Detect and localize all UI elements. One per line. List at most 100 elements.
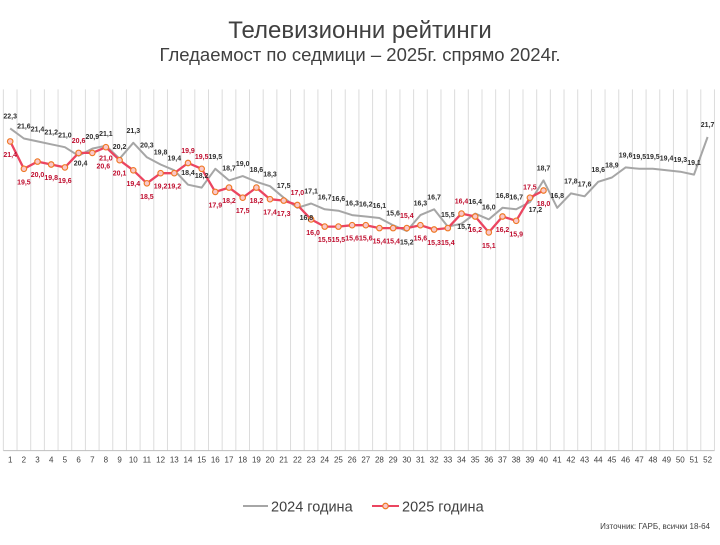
svg-text:17,8: 17,8 bbox=[564, 179, 578, 186]
svg-text:18,6: 18,6 bbox=[591, 167, 605, 174]
svg-text:41: 41 bbox=[553, 456, 562, 465]
svg-text:16: 16 bbox=[211, 456, 220, 465]
svg-text:18,2: 18,2 bbox=[250, 198, 264, 205]
svg-text:8: 8 bbox=[104, 456, 109, 465]
svg-text:17,9: 17,9 bbox=[208, 202, 222, 209]
svg-text:37: 37 bbox=[498, 456, 507, 465]
svg-text:15,6: 15,6 bbox=[414, 236, 428, 243]
svg-text:16,3: 16,3 bbox=[345, 200, 359, 207]
svg-text:18,9: 18,9 bbox=[605, 163, 619, 170]
svg-text:20,3: 20,3 bbox=[140, 143, 154, 150]
svg-text:38: 38 bbox=[512, 456, 521, 465]
svg-text:21,1: 21,1 bbox=[99, 131, 113, 138]
svg-text:45: 45 bbox=[607, 456, 616, 465]
svg-text:19,4: 19,4 bbox=[167, 156, 181, 163]
svg-text:21,4: 21,4 bbox=[31, 127, 45, 134]
svg-text:20,0: 20,0 bbox=[31, 172, 45, 179]
svg-text:22: 22 bbox=[293, 456, 302, 465]
svg-text:40: 40 bbox=[539, 456, 548, 465]
svg-text:10: 10 bbox=[129, 456, 138, 465]
svg-text:20: 20 bbox=[266, 456, 275, 465]
svg-text:4: 4 bbox=[49, 456, 54, 465]
svg-text:22,3: 22,3 bbox=[3, 114, 17, 121]
svg-text:15,4: 15,4 bbox=[386, 239, 400, 246]
svg-text:42: 42 bbox=[566, 456, 575, 465]
svg-text:16,8: 16,8 bbox=[496, 193, 510, 200]
svg-text:30: 30 bbox=[402, 456, 411, 465]
svg-text:43: 43 bbox=[580, 456, 589, 465]
svg-text:2024 година: 2024 година bbox=[271, 500, 354, 516]
svg-text:Източник: ГАРБ, всички 18-64: Източник: ГАРБ, всички 18-64 bbox=[600, 522, 710, 531]
svg-text:23: 23 bbox=[307, 456, 316, 465]
svg-text:Гледаемост по седмици – 2025г.: Гледаемост по седмици – 2025г. спрямо 20… bbox=[159, 44, 560, 65]
svg-text:15,2: 15,2 bbox=[400, 240, 414, 247]
svg-text:19,2: 19,2 bbox=[167, 184, 181, 191]
svg-text:15,9: 15,9 bbox=[509, 231, 523, 238]
svg-text:16,7: 16,7 bbox=[318, 195, 332, 202]
svg-text:16,0: 16,0 bbox=[482, 205, 496, 212]
svg-text:16,8: 16,8 bbox=[550, 193, 564, 200]
svg-text:18,7: 18,7 bbox=[537, 166, 551, 173]
svg-text:15,5: 15,5 bbox=[332, 237, 346, 244]
svg-text:16,1: 16,1 bbox=[373, 203, 387, 210]
svg-text:16,7: 16,7 bbox=[509, 195, 523, 202]
svg-text:24: 24 bbox=[320, 456, 329, 465]
svg-text:44: 44 bbox=[594, 456, 603, 465]
svg-text:19,5: 19,5 bbox=[646, 154, 660, 161]
svg-text:20,6: 20,6 bbox=[96, 163, 110, 170]
svg-text:21,3: 21,3 bbox=[126, 128, 140, 135]
svg-text:47: 47 bbox=[635, 456, 644, 465]
svg-text:19,5: 19,5 bbox=[17, 179, 31, 186]
svg-text:16,3: 16,3 bbox=[414, 200, 428, 207]
svg-text:17,0: 17,0 bbox=[291, 190, 305, 197]
svg-text:50: 50 bbox=[676, 456, 685, 465]
svg-text:12: 12 bbox=[156, 456, 165, 465]
svg-text:16,2: 16,2 bbox=[468, 227, 482, 234]
svg-text:19,8: 19,8 bbox=[154, 150, 168, 157]
svg-text:13: 13 bbox=[170, 456, 179, 465]
svg-text:35: 35 bbox=[471, 456, 480, 465]
svg-text:21,0: 21,0 bbox=[58, 132, 72, 139]
svg-text:19,6: 19,6 bbox=[58, 178, 72, 185]
svg-text:27: 27 bbox=[361, 456, 370, 465]
svg-text:39: 39 bbox=[525, 456, 534, 465]
svg-text:18,3: 18,3 bbox=[263, 171, 277, 178]
svg-text:19,0: 19,0 bbox=[236, 161, 250, 168]
svg-text:19,5: 19,5 bbox=[632, 154, 646, 161]
svg-text:19,4: 19,4 bbox=[660, 156, 674, 163]
svg-text:21,0: 21,0 bbox=[99, 156, 113, 163]
svg-text:17,5: 17,5 bbox=[236, 208, 250, 215]
svg-text:20,4: 20,4 bbox=[74, 161, 88, 168]
svg-text:19,5: 19,5 bbox=[208, 154, 222, 161]
svg-text:28: 28 bbox=[375, 456, 384, 465]
svg-text:20,9: 20,9 bbox=[85, 134, 99, 141]
svg-text:15,7: 15,7 bbox=[457, 224, 471, 231]
svg-text:Телевизионни рейтинги: Телевизионни рейтинги bbox=[228, 17, 492, 44]
svg-text:20,1: 20,1 bbox=[113, 171, 127, 178]
svg-text:16,0: 16,0 bbox=[306, 230, 320, 237]
svg-text:17: 17 bbox=[225, 456, 234, 465]
svg-text:2: 2 bbox=[22, 456, 27, 465]
svg-text:20,6: 20,6 bbox=[72, 138, 86, 145]
svg-text:15,4: 15,4 bbox=[373, 239, 387, 246]
svg-text:18,4: 18,4 bbox=[181, 170, 195, 177]
svg-text:21,6: 21,6 bbox=[17, 124, 31, 131]
svg-text:17,4: 17,4 bbox=[263, 210, 277, 217]
svg-text:18,0: 18,0 bbox=[537, 201, 551, 208]
svg-text:19,4: 19,4 bbox=[126, 181, 140, 188]
svg-text:2025 година: 2025 година bbox=[402, 500, 485, 516]
svg-text:15,6: 15,6 bbox=[345, 236, 359, 243]
svg-text:17,1: 17,1 bbox=[304, 189, 318, 196]
svg-text:14: 14 bbox=[184, 456, 193, 465]
svg-text:19,9: 19,9 bbox=[181, 148, 195, 155]
svg-text:18,2: 18,2 bbox=[222, 198, 236, 205]
svg-text:15,1: 15,1 bbox=[482, 243, 496, 250]
svg-text:17,3: 17,3 bbox=[277, 211, 291, 218]
svg-text:19,5: 19,5 bbox=[195, 154, 209, 161]
svg-text:29: 29 bbox=[389, 456, 398, 465]
svg-text:33: 33 bbox=[443, 456, 452, 465]
svg-text:19: 19 bbox=[252, 456, 261, 465]
svg-text:25: 25 bbox=[334, 456, 343, 465]
svg-text:18: 18 bbox=[238, 456, 247, 465]
svg-text:6: 6 bbox=[76, 456, 81, 465]
